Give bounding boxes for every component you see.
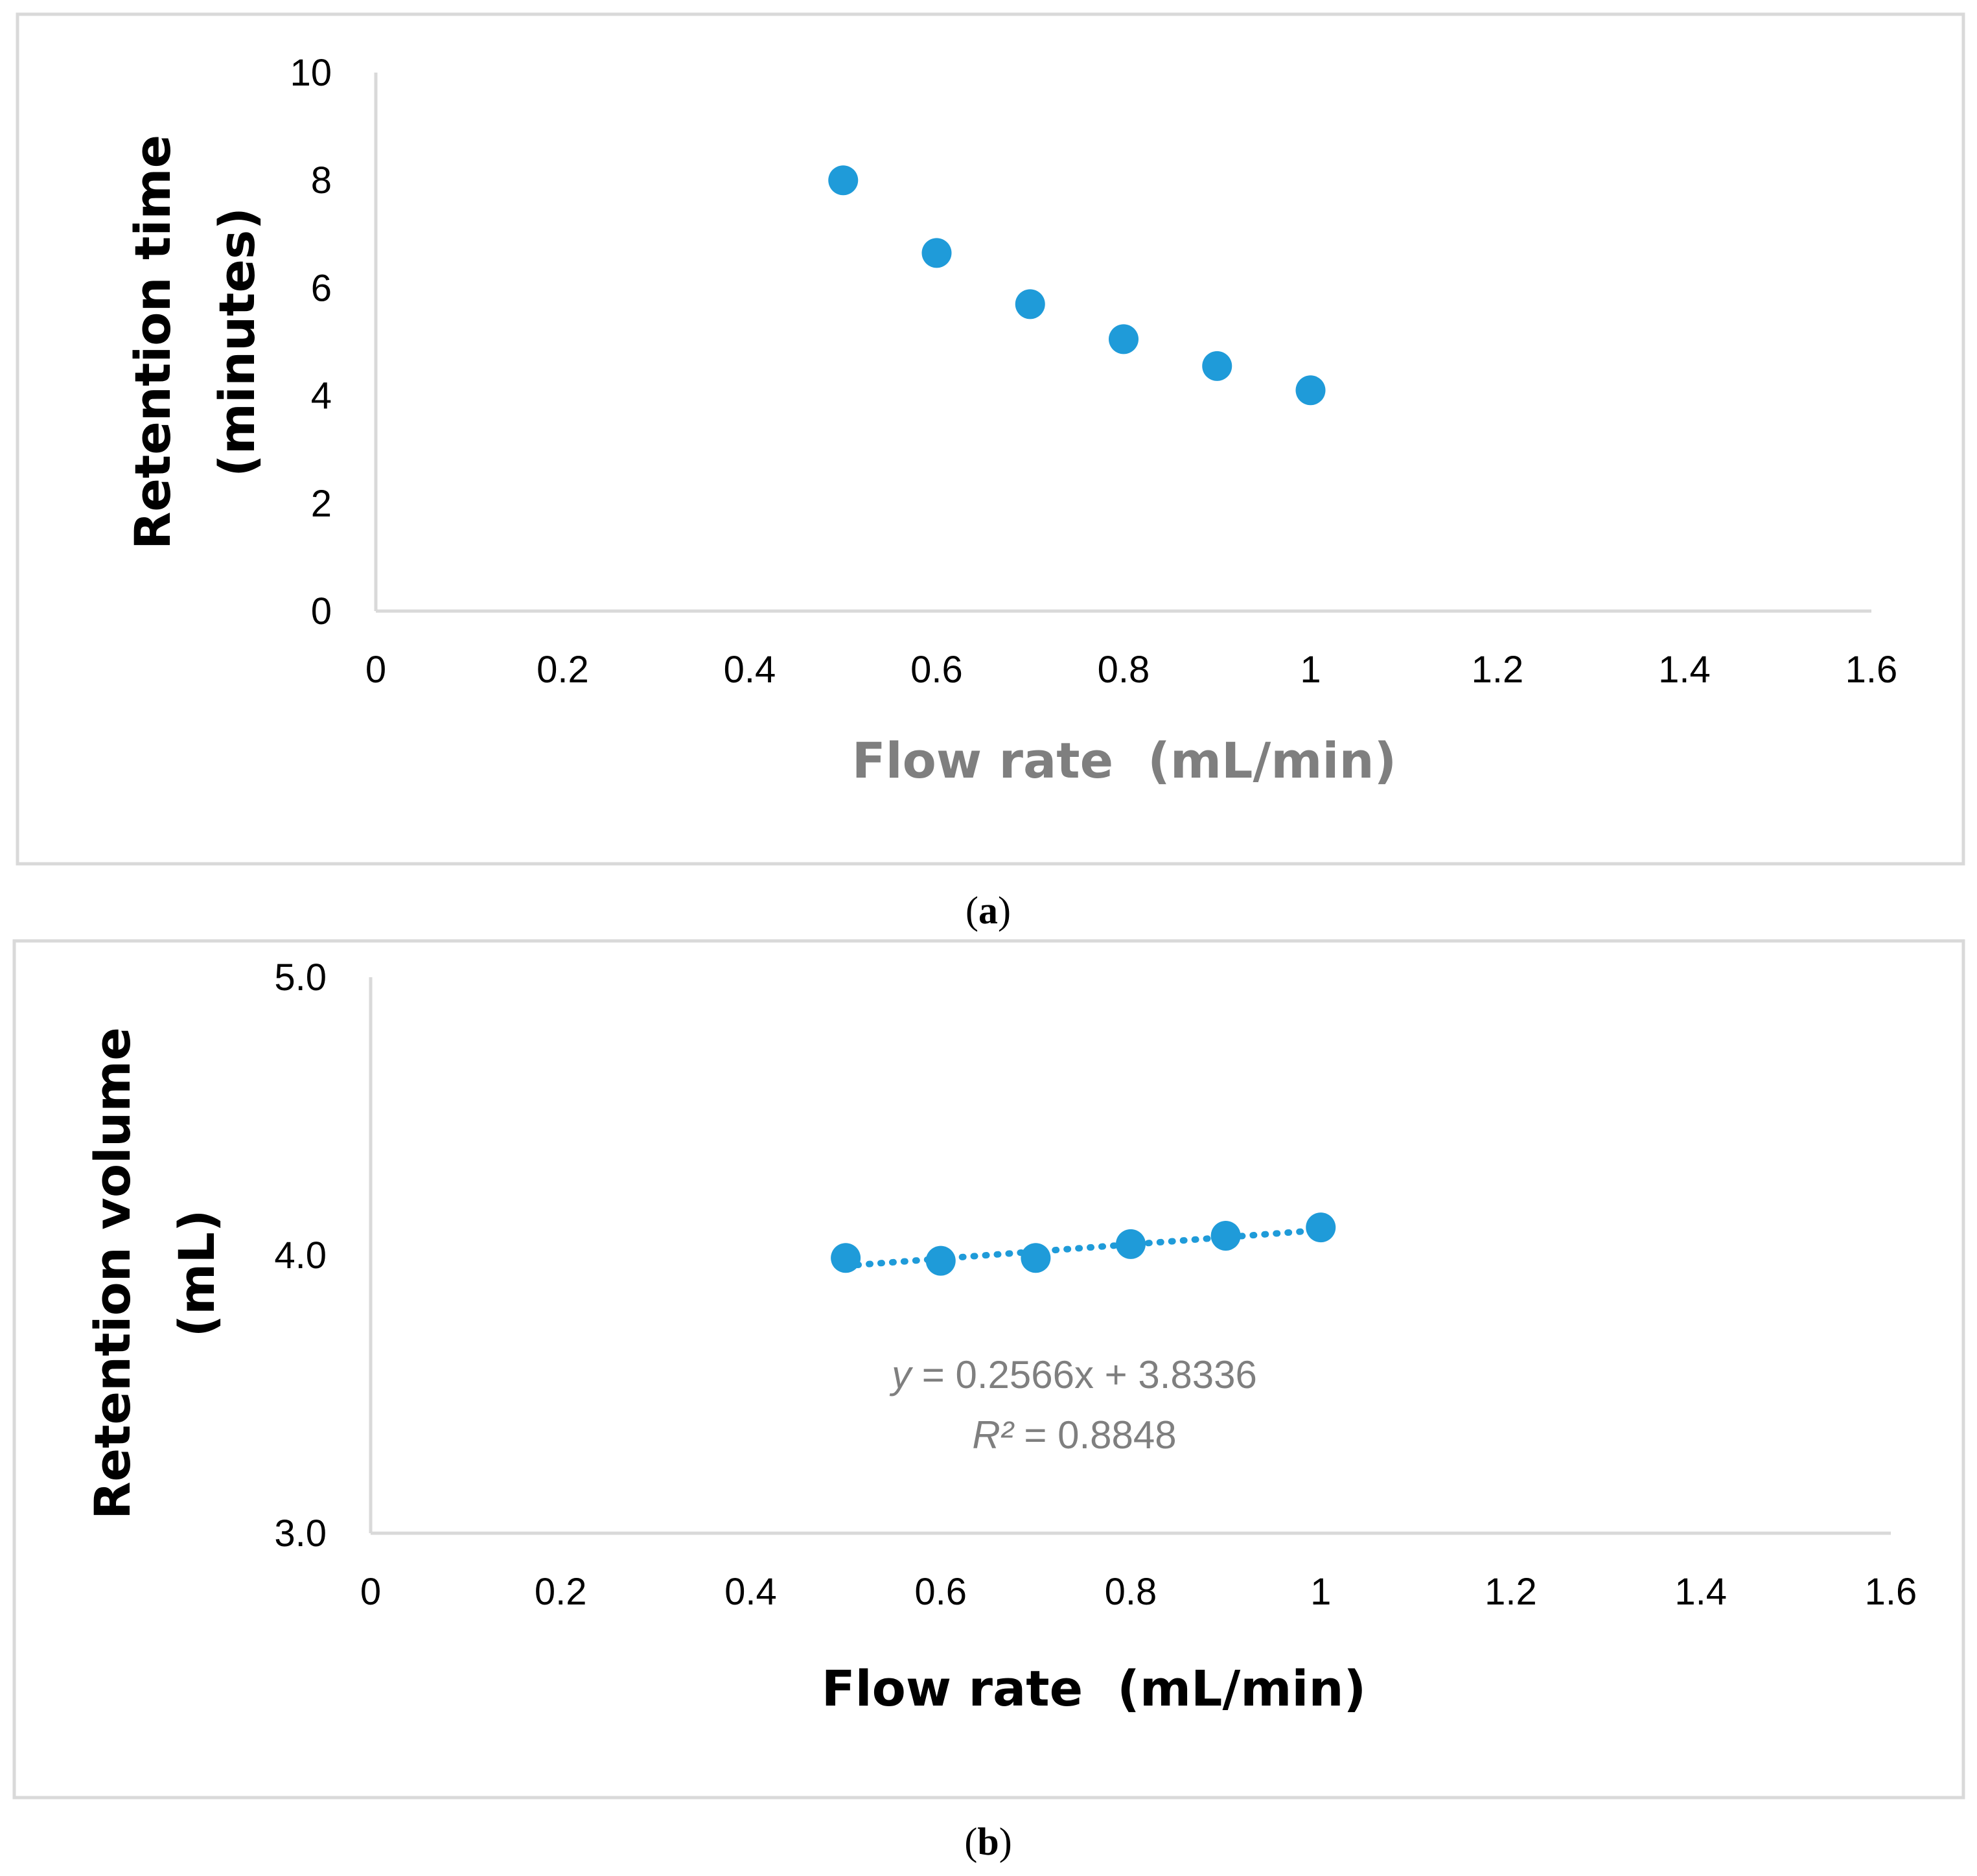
panel-a-y-tick-label: 6 bbox=[311, 267, 332, 309]
panel-b-equation-variable: y bbox=[889, 1353, 914, 1396]
panel-b-data-point bbox=[1116, 1229, 1146, 1259]
panel-b-data-point bbox=[831, 1243, 861, 1273]
panel-b-trendline bbox=[842, 1227, 1324, 1269]
panel-b-caption-letter: b bbox=[977, 1820, 999, 1863]
panel-a-x-tick-label: 0.4 bbox=[724, 649, 776, 691]
panel-a-y-axis-label-line1: Retention time bbox=[124, 135, 181, 550]
panel-b-y-tick-labels: 3.0 4.0 5.0 bbox=[274, 956, 327, 1555]
panel-b-data-point bbox=[1210, 1220, 1241, 1251]
panel-b: 3.0 4.0 5.0 0 0.2 0.4 0.6 0.8 1 1.2 1.4 1.6 y = 0.… bbox=[12, 939, 1965, 1800]
panel-a: 0 2 4 6 8 10 0 0.2 0.4 0.6 0.8 1 1.2 1.4 1.6 Retentio… bbox=[16, 12, 1965, 866]
panel-b-x-tick-label: 0 bbox=[360, 1571, 381, 1613]
panel-b-x-tick-label: 1.4 bbox=[1674, 1571, 1727, 1613]
panel-a-y-tick-label: 8 bbox=[311, 159, 332, 202]
panel-a-y-tick-label: 0 bbox=[311, 590, 332, 632]
panel-a-frame bbox=[16, 12, 1965, 866]
panel-b-data-point bbox=[925, 1245, 956, 1276]
panel-b-x-tick-labels: 0 0.2 0.4 0.6 0.8 1 1.2 1.4 1.6 bbox=[360, 1571, 1917, 1613]
panel-b-y-tick-label: 4.0 bbox=[274, 1234, 327, 1277]
panel-a-data-point bbox=[1109, 324, 1139, 354]
panel-b-data-point bbox=[1021, 1243, 1051, 1273]
panel-b-r2-annotation: R² = 0.8848 bbox=[972, 1413, 1176, 1457]
panel-b-x-axis-label: Flow rate (mL/min) bbox=[822, 1660, 1367, 1717]
panel-b-caption: (b) bbox=[964, 1820, 1012, 1863]
panel-a-x-tick-label: 1 bbox=[1300, 649, 1321, 691]
panel-a-data-points bbox=[828, 165, 1326, 406]
panel-a-x-tick-label: 1.6 bbox=[1845, 649, 1898, 691]
panel-b-y-tick-label: 3.0 bbox=[274, 1512, 327, 1555]
panel-b-x-tick-label: 1 bbox=[1310, 1571, 1331, 1613]
panel-a-x-tick-label: 1.4 bbox=[1658, 649, 1711, 691]
panel-a-data-point bbox=[921, 238, 952, 268]
panel-a-caption: (a) bbox=[965, 889, 1011, 932]
panel-b-data-points bbox=[831, 1212, 1336, 1276]
panel-a-y-axis-label-line2: (minutes) bbox=[208, 207, 266, 477]
panel-b-equation-annotation: y = 0.2566x + 3.8336 bbox=[889, 1353, 1257, 1396]
panel-b-y-axis-label-line1: Retention volume bbox=[84, 1027, 141, 1520]
panel-a-x-tick-label: 1.2 bbox=[1472, 649, 1524, 691]
panel-a-x-tick-label: 0.8 bbox=[1098, 649, 1150, 691]
panel-a-x-tick-label: 0.2 bbox=[537, 649, 589, 691]
panel-a-x-tick-label: 0.6 bbox=[910, 649, 963, 691]
panel-b-x-tick-label: 0.6 bbox=[914, 1571, 967, 1613]
panel-b-r2-text: = 0.8848 bbox=[1013, 1413, 1177, 1457]
panel-b-x-tick-label: 0.2 bbox=[535, 1571, 587, 1613]
panel-b-x-tick-label: 0.4 bbox=[724, 1571, 777, 1613]
panel-b-frame bbox=[12, 939, 1965, 1800]
panel-a-data-point bbox=[828, 165, 859, 196]
panel-a-caption-letter: a bbox=[978, 889, 998, 932]
panel-a-data-point bbox=[1202, 351, 1232, 381]
panel-a-x-tick-labels: 0 0.2 0.4 0.6 0.8 1 1.2 1.4 1.6 bbox=[365, 649, 1897, 691]
panel-b-x-tick-label: 1.2 bbox=[1485, 1571, 1537, 1613]
panel-b-x-tick-label: 1.6 bbox=[1865, 1571, 1917, 1613]
panel-b-data-point bbox=[1306, 1212, 1336, 1243]
panel-a-y-tick-label: 4 bbox=[311, 375, 332, 417]
panel-b-y-tick-label: 5.0 bbox=[274, 956, 327, 999]
panel-b-equation-text: = 0.2566x + 3.8336 bbox=[911, 1353, 1257, 1396]
panel-a-y-tick-label: 2 bbox=[311, 483, 332, 525]
panel-a-y-tick-labels: 0 2 4 6 8 10 bbox=[290, 52, 332, 632]
panel-b-x-tick-label: 0.8 bbox=[1105, 1571, 1157, 1613]
panel-b-y-axis-label-line2: (mL) bbox=[168, 1209, 225, 1337]
panel-b-r2-variable: R² bbox=[972, 1413, 1014, 1457]
panel-a-data-point bbox=[1295, 375, 1326, 406]
panel-a-y-tick-label: 10 bbox=[290, 52, 332, 94]
panel-a-x-axis-label: Flow rate (mL/min) bbox=[852, 732, 1397, 789]
panel-a-data-point bbox=[1015, 289, 1045, 319]
panel-a-x-tick-label: 0 bbox=[365, 649, 386, 691]
